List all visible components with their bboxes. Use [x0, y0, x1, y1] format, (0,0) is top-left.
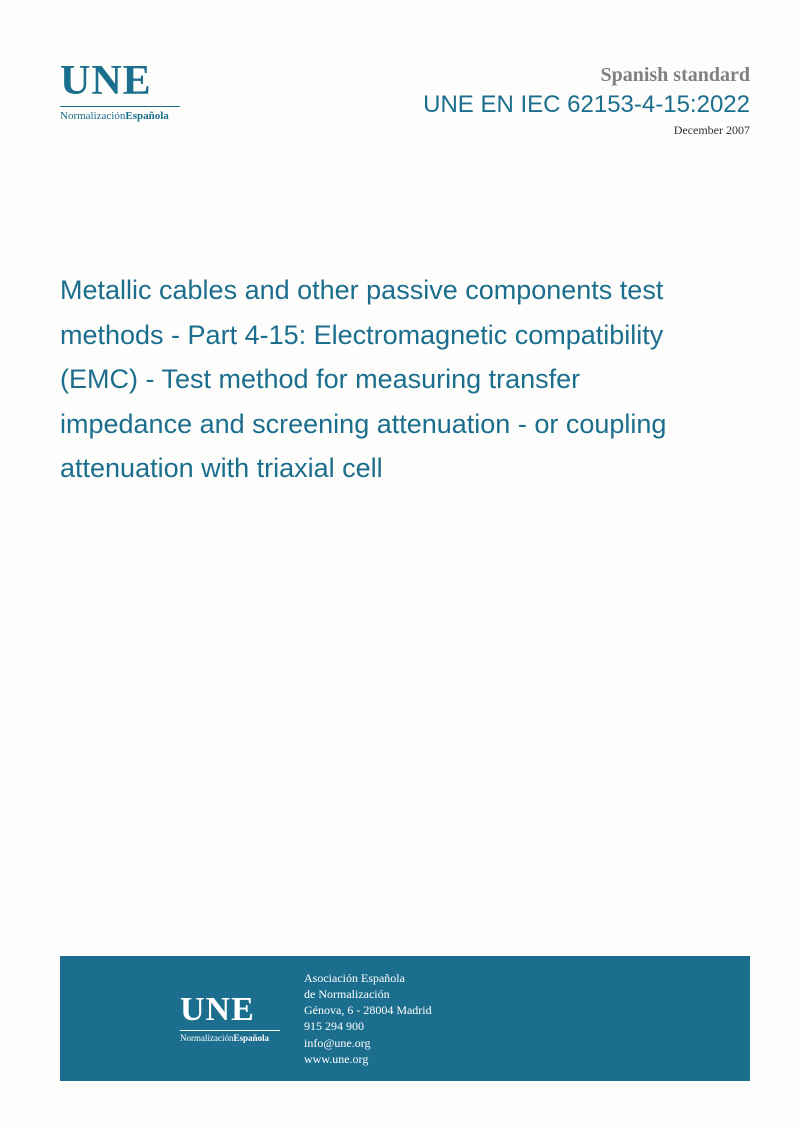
logo-subtext: NormalizaciónEspañola	[60, 110, 169, 122]
footer-web: www.une.org	[304, 1051, 432, 1067]
logo-sub-plain: Normalización	[60, 110, 125, 122]
document-page: UNE NormalizaciónEspañola Spanish standa…	[0, 0, 800, 1131]
footer-logo-subtext: NormalizaciónEspañola	[180, 1033, 269, 1043]
title-block: Metallic cables and other passive compon…	[60, 268, 750, 491]
footer-address: Génova, 6 - 28004 Madrid	[304, 1002, 432, 1018]
footer-phone: 915 294 900	[304, 1018, 432, 1034]
logo-divider	[60, 106, 180, 107]
footer-logo-text: UNE	[180, 993, 255, 1027]
footer-logo-sub-bold: Española	[233, 1033, 269, 1043]
logo-sub-bold: Española	[125, 110, 168, 122]
footer-bar: UNE NormalizaciónEspañola Asociación Esp…	[60, 956, 750, 1081]
logo-text: UNE	[60, 60, 152, 102]
footer-email: info@une.org	[304, 1035, 432, 1051]
standard-date: December 2007	[423, 123, 750, 138]
logo-block: UNE NormalizaciónEspañola	[60, 60, 180, 122]
header-right: Spanish standard UNE EN IEC 62153-4-15:2…	[423, 64, 750, 138]
standard-code: UNE EN IEC 62153-4-15:2022	[423, 91, 750, 119]
footer-logo-block: UNE NormalizaciónEspañola	[80, 993, 280, 1043]
footer-org-line2: de Normalización	[304, 986, 432, 1002]
header: UNE NormalizaciónEspañola Spanish standa…	[60, 60, 750, 138]
footer-contact: Asociación Española de Normalización Gén…	[304, 970, 432, 1067]
footer-org-line1: Asociación Española	[304, 970, 432, 986]
footer-logo-divider	[180, 1030, 280, 1031]
footer-logo-sub-plain: Normalización	[180, 1033, 233, 1043]
standard-label: Spanish standard	[423, 64, 750, 87]
document-title: Metallic cables and other passive compon…	[60, 268, 710, 491]
